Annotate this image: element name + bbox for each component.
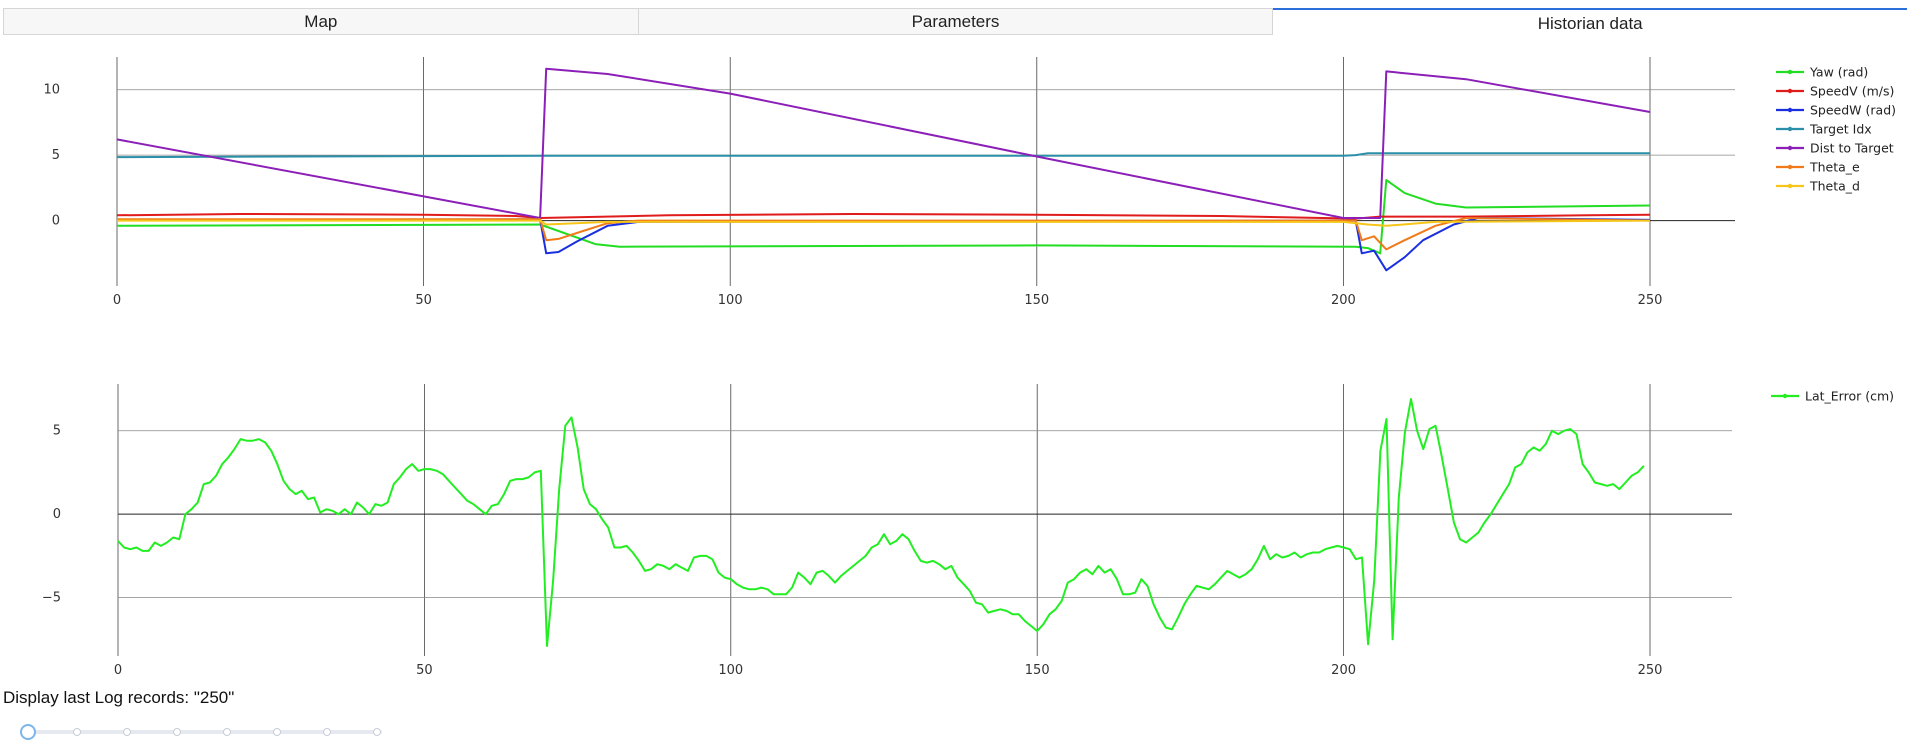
legend-marker [1787,69,1793,75]
x-tick-label: 100 [718,663,743,678]
slider-step-mark[interactable] [223,728,231,736]
x-tick-label: 100 [718,293,743,308]
series-line-lat-error-cm[interactable] [117,398,1645,647]
slider-track[interactable] [27,730,382,734]
series-line-speedv-m-s[interactable] [116,213,1651,220]
y-tick-label: 10 [43,83,60,98]
tab-map[interactable]: Map [3,8,639,35]
legend-label: Target Idx [1809,122,1872,137]
legend-marker [1787,126,1793,132]
series-line-target-idx[interactable] [116,152,1650,159]
legend-label: Dist to Target [1810,141,1894,156]
log-records-label: Display last Log records: "250" [3,688,235,707]
legend-marker [1787,107,1793,113]
slider-step-mark[interactable] [73,728,81,736]
legend-item[interactable]: SpeedW (rad) [1776,103,1896,118]
legend-marker [1787,183,1793,189]
legend-item[interactable]: Theta_e [1776,160,1860,175]
x-tick-label: 150 [1025,663,1050,678]
x-tick-label: 150 [1024,293,1049,308]
x-tick-label: 200 [1331,293,1356,308]
slider-step-mark[interactable] [323,728,331,736]
y-tick-label: 5 [53,424,61,439]
legend-marker [1787,88,1793,94]
lateral-error-chart-svg: 0 50 100 150 200 250 −5 0 5 Lat_Error (cm) [42,384,1894,678]
legend-item[interactable]: Target Idx [1776,122,1872,137]
legend-item[interactable]: SpeedV (m/s) [1776,84,1894,99]
y-tick-label: −5 [42,591,61,606]
legend-label: SpeedW (rad) [1810,103,1896,118]
legend-marker [1787,164,1793,170]
series-line-theta-e[interactable] [117,217,1651,251]
tab-parameters[interactable]: Parameters [638,8,1274,35]
robot-telemetry-chart-svg: 0 50 100 150 200 250 0 5 10 Yaw (rad) SpeedV (m/s)… [43,57,1896,308]
series-line-dist-to-target[interactable] [116,67,1651,219]
legend-item[interactable]: Lat_Error (cm) [1771,389,1894,404]
tab-historian-data[interactable]: Historian data [1273,8,1907,37]
slider-step-mark[interactable] [123,728,131,736]
tab-bar: Map Parameters Historian data [3,8,1907,37]
legend-marker [1782,393,1788,399]
legend-item[interactable]: Yaw (rad) [1776,65,1868,80]
x-tick-label: 50 [415,293,432,308]
slider-step-mark[interactable] [373,728,381,736]
x-tick-label: 0 [114,663,122,678]
series-line-theta-d[interactable] [117,219,1651,227]
y-tick-label: 0 [53,507,61,522]
legend-label: Yaw (rad) [1809,65,1868,80]
robot-telemetry-chart: 0 50 100 150 200 250 0 5 10 Yaw (rad) SpeedV (m/s)… [0,44,1907,364]
legend-label: Theta_e [1809,160,1860,175]
legend-item[interactable]: Theta_d [1776,179,1860,194]
y-tick-label: 5 [52,148,60,163]
series-line-yaw-rad[interactable] [116,179,1651,255]
legend-label: Lat_Error (cm) [1805,389,1894,404]
slider-handle[interactable] [20,724,36,740]
x-tick-label: 50 [416,663,433,678]
legend-item[interactable]: Dist to Target [1776,141,1894,156]
x-tick-label: 200 [1331,663,1356,678]
x-tick-label: 250 [1638,293,1663,308]
x-tick-label: 0 [113,293,121,308]
lateral-error-chart: 0 50 100 150 200 250 −5 0 5 Lat_Error (cm) [0,380,1907,690]
legend-label: SpeedV (m/s) [1810,84,1894,99]
legend-label: Theta_d [1809,179,1860,194]
x-tick-label: 250 [1638,663,1663,678]
y-tick-label: 0 [52,214,60,229]
legend-marker [1787,145,1793,151]
log-records-slider[interactable] [20,724,382,740]
slider-step-mark[interactable] [273,728,281,736]
slider-step-mark[interactable] [173,728,181,736]
